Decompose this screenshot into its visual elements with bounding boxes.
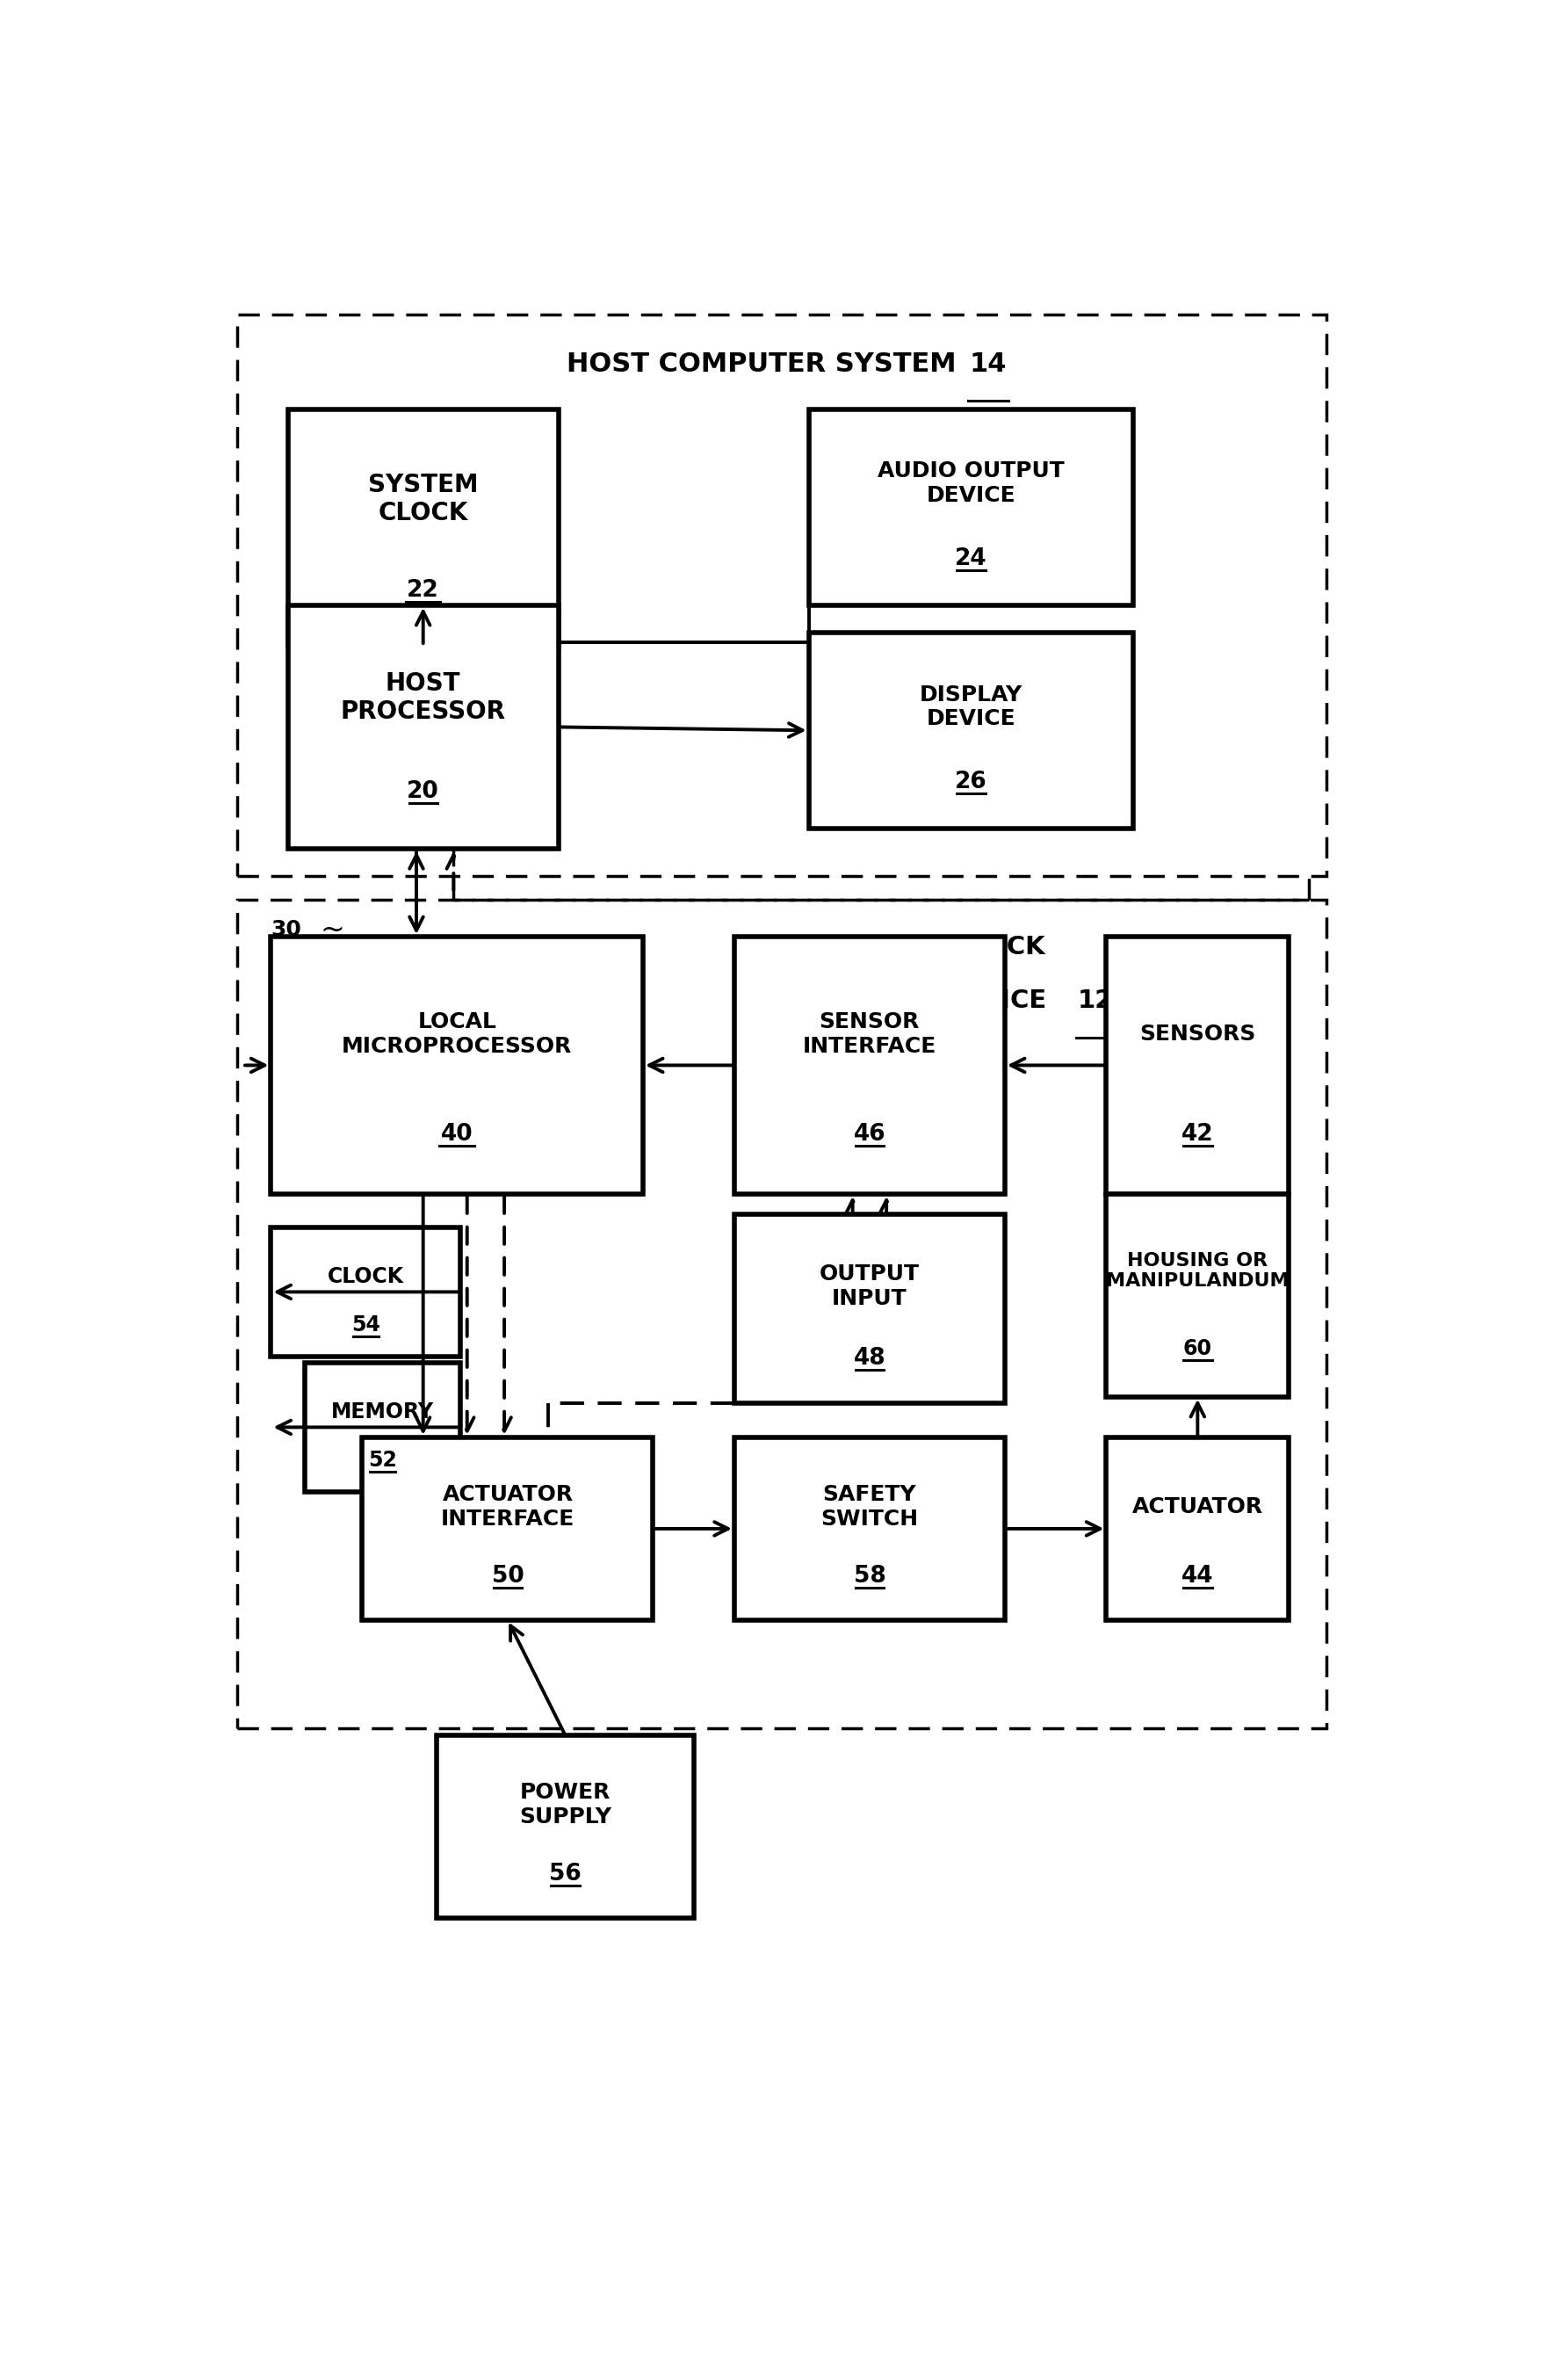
Text: ~: ~ <box>320 916 345 944</box>
Bar <box>289 408 558 647</box>
Bar <box>809 408 1134 604</box>
Text: ACTUATOR: ACTUATOR <box>1132 1496 1264 1517</box>
Text: 58: 58 <box>853 1565 886 1588</box>
Text: DISPLAY
DEVICE: DISPLAY DEVICE <box>919 684 1022 729</box>
Bar <box>304 1364 461 1492</box>
Text: 12: 12 <box>1077 989 1113 1012</box>
Bar <box>362 1437 654 1619</box>
Text: AUDIO OUTPUT
DEVICE: AUDIO OUTPUT DEVICE <box>878 460 1065 507</box>
Text: HOST COMPUTER SYSTEM: HOST COMPUTER SYSTEM <box>566 352 956 378</box>
Text: LOCAL
MICROPROCESSOR: LOCAL MICROPROCESSOR <box>342 1012 572 1057</box>
Text: CLOCK: CLOCK <box>328 1265 405 1286</box>
Bar <box>734 937 1005 1194</box>
Text: 20: 20 <box>408 781 439 802</box>
Text: 30: 30 <box>271 920 301 942</box>
Text: HAPTIC FEEDBACK: HAPTIC FEEDBACK <box>779 935 1046 958</box>
Text: HOUSING OR
MANIPULANDUM: HOUSING OR MANIPULANDUM <box>1105 1251 1289 1291</box>
Bar <box>809 632 1134 828</box>
Bar <box>1107 1194 1289 1397</box>
Text: 40: 40 <box>441 1123 474 1145</box>
Bar <box>237 314 1327 876</box>
Text: SYSTEM
CLOCK: SYSTEM CLOCK <box>368 472 478 526</box>
Text: OUTPUT
INPUT: OUTPUT INPUT <box>820 1263 919 1310</box>
Bar <box>289 604 558 850</box>
Text: 24: 24 <box>955 548 988 571</box>
Text: 26: 26 <box>955 769 988 793</box>
Text: POWER
SUPPLY: POWER SUPPLY <box>519 1782 612 1827</box>
Text: 56: 56 <box>549 1862 582 1886</box>
Bar <box>734 1437 1005 1619</box>
Bar <box>271 937 643 1194</box>
Text: 60: 60 <box>1184 1338 1212 1359</box>
Text: SAFETY
SWITCH: SAFETY SWITCH <box>820 1484 919 1529</box>
Text: 48: 48 <box>853 1348 886 1369</box>
Bar <box>271 1227 461 1357</box>
Text: 14: 14 <box>969 352 1007 378</box>
Bar <box>1107 937 1289 1194</box>
Bar <box>237 899 1327 1728</box>
Text: 42: 42 <box>1182 1123 1214 1145</box>
Text: SENSOR
INTERFACE: SENSOR INTERFACE <box>803 1012 936 1057</box>
Text: 22: 22 <box>408 578 439 602</box>
Text: ACTUATOR
INTERFACE: ACTUATOR INTERFACE <box>441 1484 574 1529</box>
Text: INTERFACE DEVICE: INTERFACE DEVICE <box>778 989 1047 1012</box>
Bar <box>1107 1437 1289 1619</box>
Bar <box>734 1213 1005 1404</box>
Text: 52: 52 <box>368 1449 397 1470</box>
Text: 50: 50 <box>491 1565 524 1588</box>
Text: MEMORY: MEMORY <box>331 1402 434 1423</box>
Text: HOST
PROCESSOR: HOST PROCESSOR <box>340 670 506 725</box>
Text: 44: 44 <box>1182 1565 1214 1588</box>
Text: SENSORS: SENSORS <box>1140 1024 1256 1045</box>
Text: 46: 46 <box>853 1123 886 1145</box>
Bar <box>436 1735 693 1919</box>
Text: 54: 54 <box>351 1315 379 1336</box>
